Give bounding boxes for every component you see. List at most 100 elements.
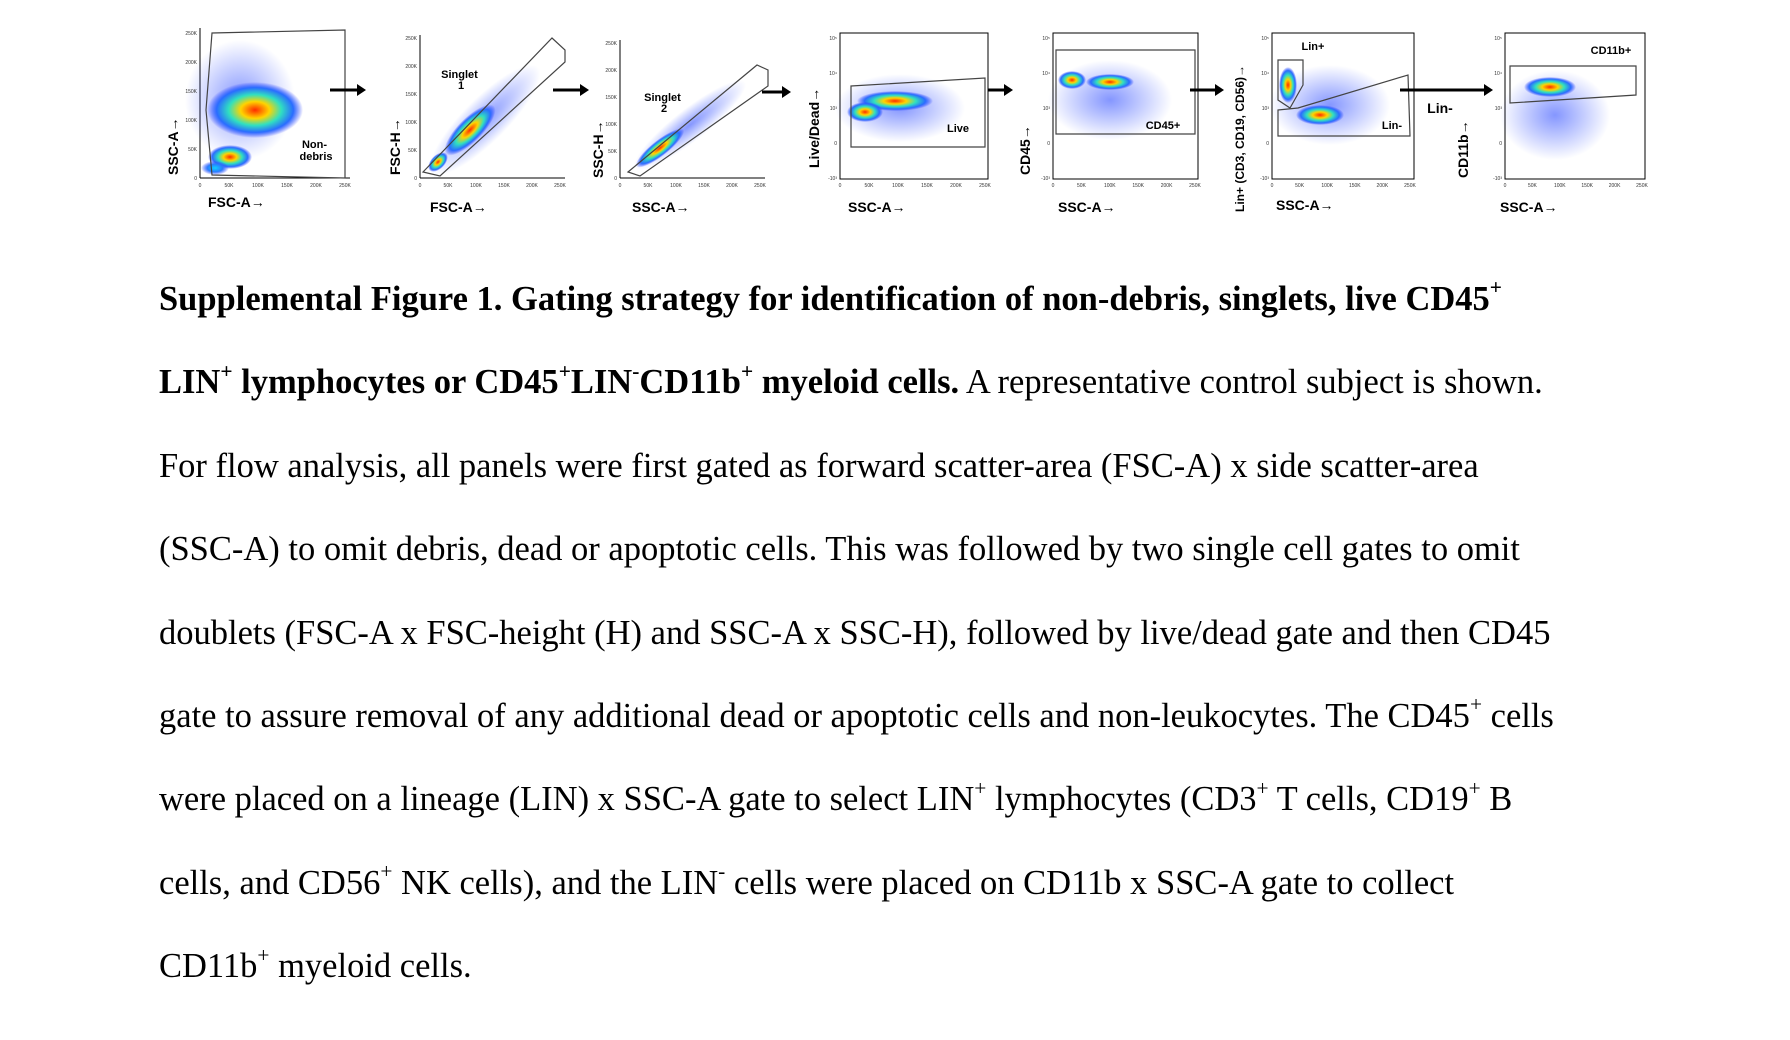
x-tick-label: 50K [225,183,235,189]
y-tick-label: 0 [1499,141,1502,147]
x-tick-label: 150K [1349,183,1361,189]
arrow-3-head [782,86,791,98]
y-tick-label: 100K [605,122,617,128]
y-tick-label: 50K [608,149,618,155]
y-tick-label: 10⁵ [829,36,837,42]
y-tick-label: 50K [408,148,418,154]
panel-6: Lin+ Lin- SSC-A→ Lin+ (CD3, CD19, CD56)→ [1233,32,1415,213]
y-axis-label: CD45→ [1017,125,1033,175]
x-tick-label: 100K [1104,183,1116,189]
panel-7: CD11b+ SSC-A→ CD11b→ [1455,32,1646,215]
x-tick-label: 150K [1581,183,1593,189]
x-tick-label: 0 [839,183,842,189]
svg-text:Singlet 1: Singlet 1 [441,69,481,92]
x-tick-label: 50K [1077,183,1087,189]
y-tick-label: 100K [185,118,197,124]
y-tick-label: 200K [185,60,197,66]
y-tick-label: 0 [1047,141,1050,147]
x-axis-label: SSC-A→ [632,199,690,215]
x-tick-label: 50K [1528,183,1538,189]
y-tick-label: 150K [185,89,197,95]
y-tick-label: 10⁴ [1494,71,1502,77]
gate-label-line-1: Singlet [644,92,681,104]
gating-figure: Non- debris FSC-A→ SSC-A→ Singlet 1 FSC-… [165,28,1648,215]
x-tick-label: 150K [281,183,293,189]
gate-label-line-2: 2 [661,103,667,115]
caption-line-7: were placed on a lineage (LIN) x SSC-A g… [159,775,1513,819]
x-tick-label: 0 [619,183,622,189]
x-tick-label: 150K [1132,183,1144,189]
arrow-6-head [1484,84,1493,96]
y-tick-label: 10⁴ [1042,71,1050,77]
y-tick-label: 10⁵ [1042,36,1050,42]
y-tick-label: 10⁴ [829,71,837,77]
x-tick-label: 250K [554,183,566,189]
x-tick-label: 100K [670,183,682,189]
y-tick-label: 10³ [1262,106,1270,112]
caption-line-4: (SSC-A) to omit debris, dead or apoptoti… [159,530,1520,569]
x-tick-label: 50K [865,183,875,189]
panel-1: Non- debris FSC-A→ SSC-A→ [165,28,350,210]
x-tick-label: 200K [950,183,962,189]
x-tick-label: 0 [1504,183,1507,189]
y-tick-label: 10⁴ [1261,71,1269,77]
y-tick-label: -10³ [1493,176,1502,182]
y-tick-label: 200K [405,64,417,70]
x-axis-label: SSC-A→ [1276,197,1334,213]
x-tick-label: 200K [526,183,538,189]
y-tick-label: 0 [614,176,617,182]
x-tick-label: 150K [498,183,510,189]
panel-2: Singlet 1 FSC-A→ FSC-H→ [387,35,566,215]
arrow-label: Lin- [1427,100,1453,116]
y-tick-label: 10⁵ [1494,36,1502,42]
x-tick-label: 250K [754,183,766,189]
gate-label: CD45+ [1146,120,1181,132]
y-axis-label: CD11b→ [1455,120,1471,178]
caption-line-6: gate to assure removal of any additional… [159,692,1554,736]
y-tick-label: 0 [834,141,837,147]
y-tick-label: 100K [405,120,417,126]
y-tick-label: 150K [405,92,417,98]
arrow-1-head [357,84,366,96]
y-tick-label: 10³ [1495,106,1503,112]
gate-label-line-1: Non- [302,139,327,151]
gate-label: Live [947,123,969,135]
gate-label-line-1: Singlet [441,69,478,81]
caption-line-2: LIN+ lymphocytes or CD45+LIN-CD11b+ myel… [159,358,1543,402]
caption-line-8: cells, and CD56+ NK cells), and the LIN-… [159,859,1455,902]
gate-label-line-2: 1 [458,80,464,92]
x-tick-label: 150K [698,183,710,189]
x-tick-label: 50K [644,183,654,189]
panel-5: CD45+ SSC-A→ CD45→ [1017,32,1199,215]
x-tick-label: 200K [1377,183,1389,189]
arrow-4-head [1004,84,1013,96]
x-tick-label: 50K [444,183,454,189]
y-tick-label: 0 [194,176,197,182]
panel-3: Singlet 2 SSC-A→ SSC-H→ [590,40,769,215]
x-tick-label: 200K [726,183,738,189]
caption-line-9: CD11b+ myeloid cells. [159,942,472,986]
figure-caption: Supplemental Figure 1. Gating strategy f… [159,258,1659,1009]
gate-label: CD11b+ [1591,45,1632,57]
y-tick-label: 150K [605,95,617,101]
y-tick-label: 10³ [1043,106,1051,112]
caption-line-1: Supplemental Figure 1. Gating strategy f… [159,275,1502,318]
x-tick-label: 200K [1609,183,1621,189]
y-tick-label: -10³ [1260,176,1269,182]
gate-label: Lin+ [1302,41,1325,53]
y-tick-label: 250K [405,36,417,42]
arrow-2-head [580,84,589,96]
y-tick-label: 250K [605,41,617,47]
x-tick-label: 200K [1161,183,1173,189]
y-tick-label: 10³ [830,106,838,112]
y-axis-label: SSC-A→ [165,117,181,175]
gate-label-line-2: debris [299,151,332,163]
y-axis-label: SSC-H→ [590,120,606,178]
x-tick-label: 250K [979,183,991,189]
x-tick-label: 0 [1271,183,1274,189]
caption-line-3: For flow analysis, all panels were first… [159,446,1479,485]
svg-text:Singlet 2: Singlet 2 [644,92,684,115]
svg-text:Non- debris: Non- debris [299,139,332,163]
x-tick-label: 250K [339,183,351,189]
x-axis-label: SSC-A→ [1500,199,1558,215]
